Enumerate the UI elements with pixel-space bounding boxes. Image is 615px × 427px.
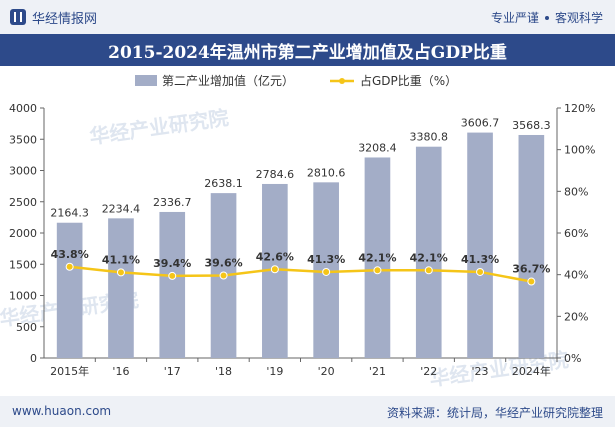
bar-label-0: 2164.3 [50, 207, 89, 220]
legend-line-marker [339, 78, 345, 84]
line-label-2: 39.4% [153, 257, 191, 270]
line-label-4: 42.6% [256, 250, 294, 263]
line-label-8: 41.3% [461, 253, 499, 266]
bar-label-2: 2336.7 [153, 196, 192, 209]
x-tick-label-1: '16 [112, 365, 129, 378]
footer-url[interactable]: www.huaon.com [12, 404, 112, 418]
watermark-0: 华经产业研究院 [88, 105, 230, 148]
line-label-7: 42.1% [410, 251, 448, 264]
bar-9 [518, 134, 545, 358]
line-label-3: 39.6% [204, 257, 242, 270]
line-point-2 [168, 271, 177, 280]
bar-1 [108, 218, 134, 358]
slogan: 专业严谨 客观科学 [491, 9, 603, 26]
line-point-9 [527, 277, 536, 286]
y-left-tick-label: 1500 [9, 258, 37, 271]
line-label-6: 42.1% [358, 251, 396, 264]
line-label-5: 41.3% [307, 253, 345, 266]
bar-label-3: 2638.1 [204, 177, 243, 190]
bar-7 [415, 146, 442, 358]
x-tick-label-6: '21 [369, 365, 386, 378]
bar-label-1: 2234.4 [102, 202, 141, 215]
x-tick-label-2: '17 [164, 365, 181, 378]
y-right-tick-label: 60% [564, 227, 588, 240]
slogan-right: 客观科学 [554, 11, 603, 25]
bar-2 [159, 211, 186, 358]
bar-label-4: 2784.6 [256, 168, 295, 181]
x-tick-label-9: 2024年 [512, 364, 551, 378]
line-point-4 [270, 265, 279, 274]
legend-bar-swatch [135, 75, 157, 86]
bar-8 [467, 132, 493, 358]
footer-source: 资料来源：统计局，华经产业研究院整理 [386, 406, 603, 420]
legend-bar-label: 第二产业增加值（亿元） [162, 73, 294, 88]
line-point-0 [65, 262, 74, 271]
chart-title: 2015-2024年温州市第二产业增加值及占GDP比重 [108, 42, 507, 63]
y-left-tick-label: 500 [16, 321, 37, 334]
line-label-9: 36.7% [512, 263, 550, 276]
y-right-tick-label: 40% [564, 269, 588, 282]
top-bar: 华经情报网 专业严谨 客观科学 [0, 0, 615, 34]
x-tick-label-3: '18 [215, 365, 232, 378]
bar-label-8: 3606.7 [461, 117, 500, 130]
y-left-tick-label: 2500 [9, 196, 37, 209]
bar-label-9: 3568.3 [512, 119, 551, 132]
y-left-tick-label: 2000 [9, 227, 37, 240]
y-left-tick-label: 3500 [9, 133, 37, 146]
bar-label-6: 3208.4 [358, 141, 397, 154]
line-point-5 [322, 267, 331, 276]
line-label-0: 43.8% [51, 248, 89, 261]
line-point-3 [219, 271, 228, 280]
chart: 华经产业研究院华经产业研究院华经产业研究院第二产业增加值（亿元）占GDP比重（%… [0, 73, 595, 391]
y-right-tick-label: 20% [564, 310, 588, 323]
y-right-tick-label: 120% [564, 102, 595, 115]
x-tick-label-5: '20 [318, 365, 335, 378]
x-tick-label-7: '22 [420, 365, 437, 378]
x-tick-label-0: 2015年 [50, 364, 89, 378]
y-right-tick-label: 80% [564, 185, 588, 198]
bar-label-5: 2810.6 [307, 166, 346, 179]
line-point-7 [424, 266, 433, 275]
bar-0 [56, 222, 83, 358]
bar-label-7: 3380.8 [410, 131, 449, 144]
line-series [69, 265, 532, 283]
y-left-tick-label: 4000 [9, 102, 37, 115]
y-left-tick-label: 3000 [9, 165, 37, 178]
line-point-8 [476, 267, 485, 276]
brand-logo-icon [10, 9, 26, 25]
brand-name: 华经情报网 [32, 11, 98, 27]
title-bar: 2015-2024年温州市第二产业增加值及占GDP比重 [0, 34, 615, 66]
slogan-left: 专业严谨 [490, 11, 539, 25]
footer: www.huaon.com 资料来源：统计局，华经产业研究院整理 [0, 396, 615, 427]
line-label-1: 41.1% [102, 253, 140, 266]
bar-6 [364, 157, 391, 358]
y-left-tick-label: 0 [30, 352, 37, 365]
y-left-tick-label: 1000 [9, 290, 37, 303]
line-point-1 [116, 268, 125, 277]
x-tick-label-4: '19 [266, 365, 283, 378]
brand[interactable]: 华经情报网 [10, 6, 97, 28]
x-tick-label-8: '23 [472, 365, 489, 378]
y-right-tick-label: 0% [564, 352, 581, 365]
line-point-6 [373, 266, 382, 275]
bullet-dot-icon [544, 15, 549, 20]
y-right-tick-label: 100% [564, 144, 595, 157]
legend-line-label: 占GDP比重（%） [360, 73, 457, 88]
